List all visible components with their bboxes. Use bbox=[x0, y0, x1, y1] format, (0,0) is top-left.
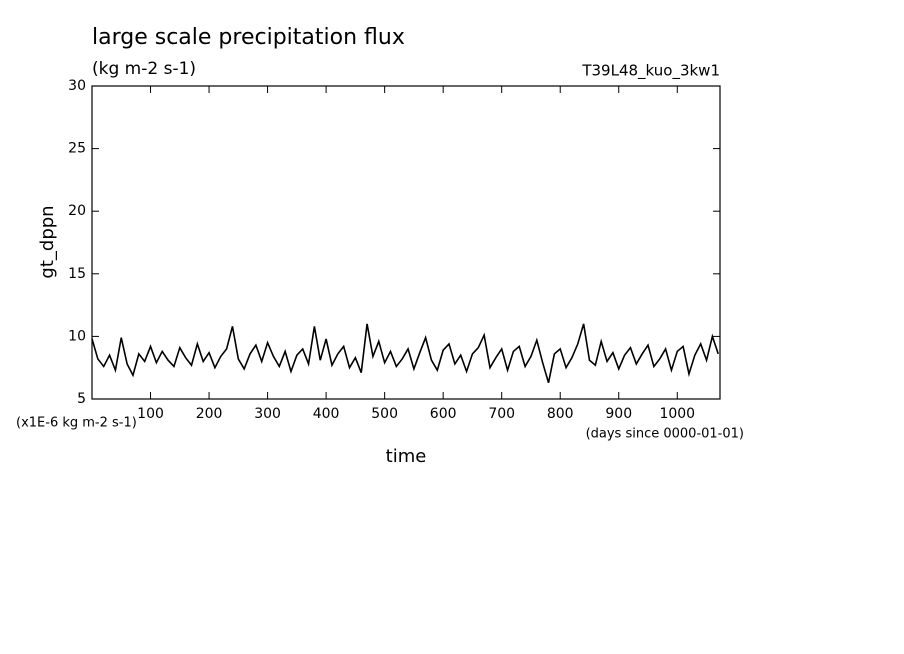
annotation: T39L48_kuo_3kw1 bbox=[581, 62, 720, 81]
x-tick-label: 500 bbox=[371, 406, 398, 422]
x-tick-label: 100 bbox=[137, 406, 164, 422]
y-tick-label: 15 bbox=[68, 266, 86, 282]
x-tick-label: 600 bbox=[430, 406, 457, 422]
x-tick-label: 900 bbox=[605, 406, 632, 422]
y-tick-label: 20 bbox=[68, 203, 86, 219]
data-line bbox=[91, 323, 719, 383]
x-unit-label: (days since 0000-01-01) bbox=[586, 427, 744, 442]
y-tick-label: 10 bbox=[68, 328, 86, 344]
y-axis-label: gt_dppn bbox=[37, 205, 58, 278]
plot-frame bbox=[91, 85, 721, 400]
x-tick-label: 1000 bbox=[659, 406, 695, 422]
x-axis-label: time bbox=[386, 446, 427, 467]
x-tick-label: 200 bbox=[196, 406, 223, 422]
chart-title: large scale precipitation flux bbox=[92, 25, 405, 50]
y-tick-label: 25 bbox=[68, 141, 86, 157]
y-tick-label: 30 bbox=[68, 78, 86, 94]
x-tick-label: 700 bbox=[488, 406, 515, 422]
y-tick-label: 5 bbox=[77, 391, 86, 407]
x-tick-label: 800 bbox=[547, 406, 574, 422]
y-unit-label: (x1E-6 kg m-2 s-1) bbox=[16, 416, 137, 431]
chart-subtitle: (kg m-2 s-1) bbox=[92, 59, 196, 79]
x-tick-label: 400 bbox=[313, 406, 340, 422]
x-tick-label: 300 bbox=[254, 406, 281, 422]
